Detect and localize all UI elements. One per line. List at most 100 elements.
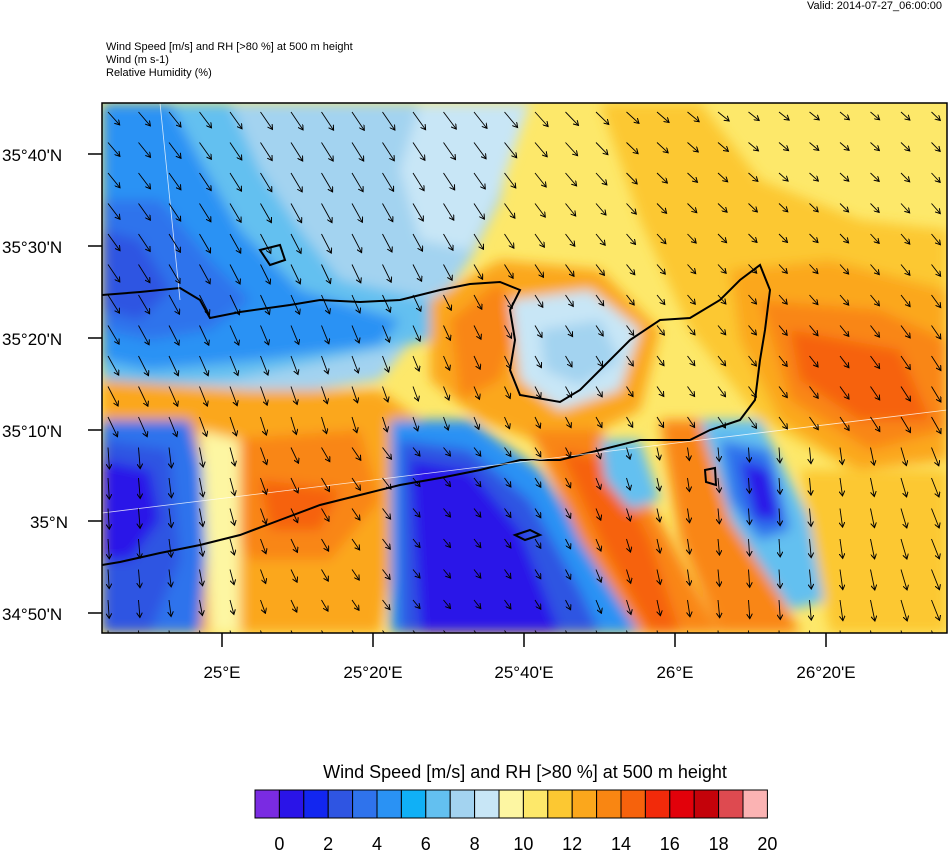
wind-arrow	[139, 599, 140, 618]
wind-arrow	[656, 325, 664, 336]
wind-arrow	[504, 538, 511, 548]
wind-arrow	[565, 172, 577, 186]
wind-arrow	[321, 477, 330, 492]
wind-arrow	[656, 416, 664, 427]
wind-arrow	[443, 203, 454, 221]
wind-arrow	[870, 294, 880, 306]
wind-arrow	[107, 172, 120, 188]
wind-arrow	[688, 508, 690, 523]
wind-arrow	[839, 142, 849, 151]
wind-arrow	[473, 355, 480, 369]
wind-arrow	[290, 355, 298, 375]
colorbar-swatch	[278, 789, 305, 819]
wind-arrow	[473, 294, 482, 309]
wind-arrow	[321, 142, 334, 162]
wind-arrow	[840, 477, 843, 496]
wind-arrow	[229, 264, 240, 285]
valid-time: Valid: 2014-07-27_06:00:00	[807, 0, 942, 12]
wind-arrow	[473, 264, 483, 280]
wind-arrow	[656, 294, 665, 305]
wind-arrow	[534, 508, 541, 518]
wind-arrow	[412, 447, 420, 457]
colorbar-title: Wind Speed [m/s] and RH [>80 %] at 500 m…	[323, 762, 727, 782]
wind-arrow	[260, 355, 269, 375]
wind-arrow	[931, 569, 940, 590]
wind-arrow	[473, 325, 481, 340]
wind-arrow	[504, 599, 511, 609]
wind-arrow	[351, 264, 361, 283]
wind-arrow	[260, 447, 267, 465]
lon-label: 26°20'E	[796, 663, 855, 682]
wind-arrow	[443, 599, 451, 609]
wind-arrow	[199, 416, 207, 436]
wind-arrow	[290, 386, 297, 405]
wind-arrow	[473, 508, 481, 518]
wind-arrow	[840, 569, 843, 590]
wind-arrow	[870, 569, 875, 591]
wind-arrow	[534, 142, 547, 157]
wind-arrow	[229, 569, 234, 585]
wind-arrow	[504, 569, 511, 579]
wind-arrow	[870, 111, 880, 120]
wind-arrow	[595, 477, 601, 489]
wind-arrow	[351, 111, 364, 130]
wind-arrow	[229, 355, 238, 376]
wind-arrow	[900, 264, 910, 276]
wind-arrow	[351, 172, 363, 192]
wind-arrow	[260, 508, 267, 525]
wind-arrow	[382, 508, 391, 520]
wind-arrow	[534, 569, 541, 579]
wind-arrow	[168, 233, 180, 252]
wind-arrow	[260, 386, 268, 406]
wind-arrow	[809, 386, 819, 399]
weather-map: 35°40'N 35°30'N 35°20'N 35°10'N 35°N 34°…	[2, 102, 948, 682]
wind-arrow	[321, 203, 333, 223]
wind-arrow	[748, 203, 758, 212]
wind-arrow	[290, 203, 302, 223]
wind-arrow	[595, 325, 603, 337]
wind-arrow	[351, 355, 358, 373]
wind-arrow	[626, 416, 633, 427]
wind-arrow	[718, 538, 720, 555]
wind-arrow	[168, 325, 179, 346]
colorbar-tick-label: 0	[274, 834, 285, 854]
wind-arrow	[534, 416, 540, 428]
wind-arrow	[412, 294, 421, 311]
colorbar-swatch	[596, 789, 622, 819]
wind-arrow	[717, 355, 726, 366]
wind-arrow	[138, 264, 150, 283]
wind-arrow	[443, 355, 450, 370]
wind-arrow	[534, 294, 543, 307]
wind-arrow	[839, 264, 849, 275]
wind-arrow	[260, 477, 267, 494]
wind-arrow	[931, 355, 941, 371]
wind-arrow	[748, 111, 760, 121]
colorbar-tick-label: 10	[513, 834, 534, 854]
wind-arrow	[657, 477, 660, 491]
wind-arrow	[412, 416, 418, 431]
lat-label: 35°30'N	[2, 238, 62, 257]
wind-arrow	[229, 111, 242, 129]
wind-arrow	[229, 416, 237, 436]
wind-arrow	[627, 447, 631, 460]
wind-arrow	[412, 477, 420, 487]
wind-arrow	[382, 447, 392, 460]
wind-arrow	[870, 325, 880, 338]
wind-arrow	[443, 630, 447, 633]
wind-arrow	[351, 142, 364, 162]
wind-arrow	[169, 477, 172, 498]
wind-arrow	[809, 111, 820, 120]
wind-arrow	[687, 142, 699, 153]
wind-arrow	[321, 447, 330, 462]
colorbar-swatch	[400, 789, 427, 819]
wind-arrow	[382, 386, 389, 402]
wind-arrow	[382, 538, 391, 549]
wind-arrow	[809, 142, 819, 151]
wind-arrow	[534, 325, 542, 338]
wind-arrow	[351, 386, 358, 403]
wind-arrow	[382, 355, 389, 372]
wind-arrow	[870, 477, 875, 497]
wind-arrow	[534, 355, 541, 368]
colorbar-tick-label: 2	[323, 834, 334, 854]
wind-arrow	[900, 599, 907, 621]
